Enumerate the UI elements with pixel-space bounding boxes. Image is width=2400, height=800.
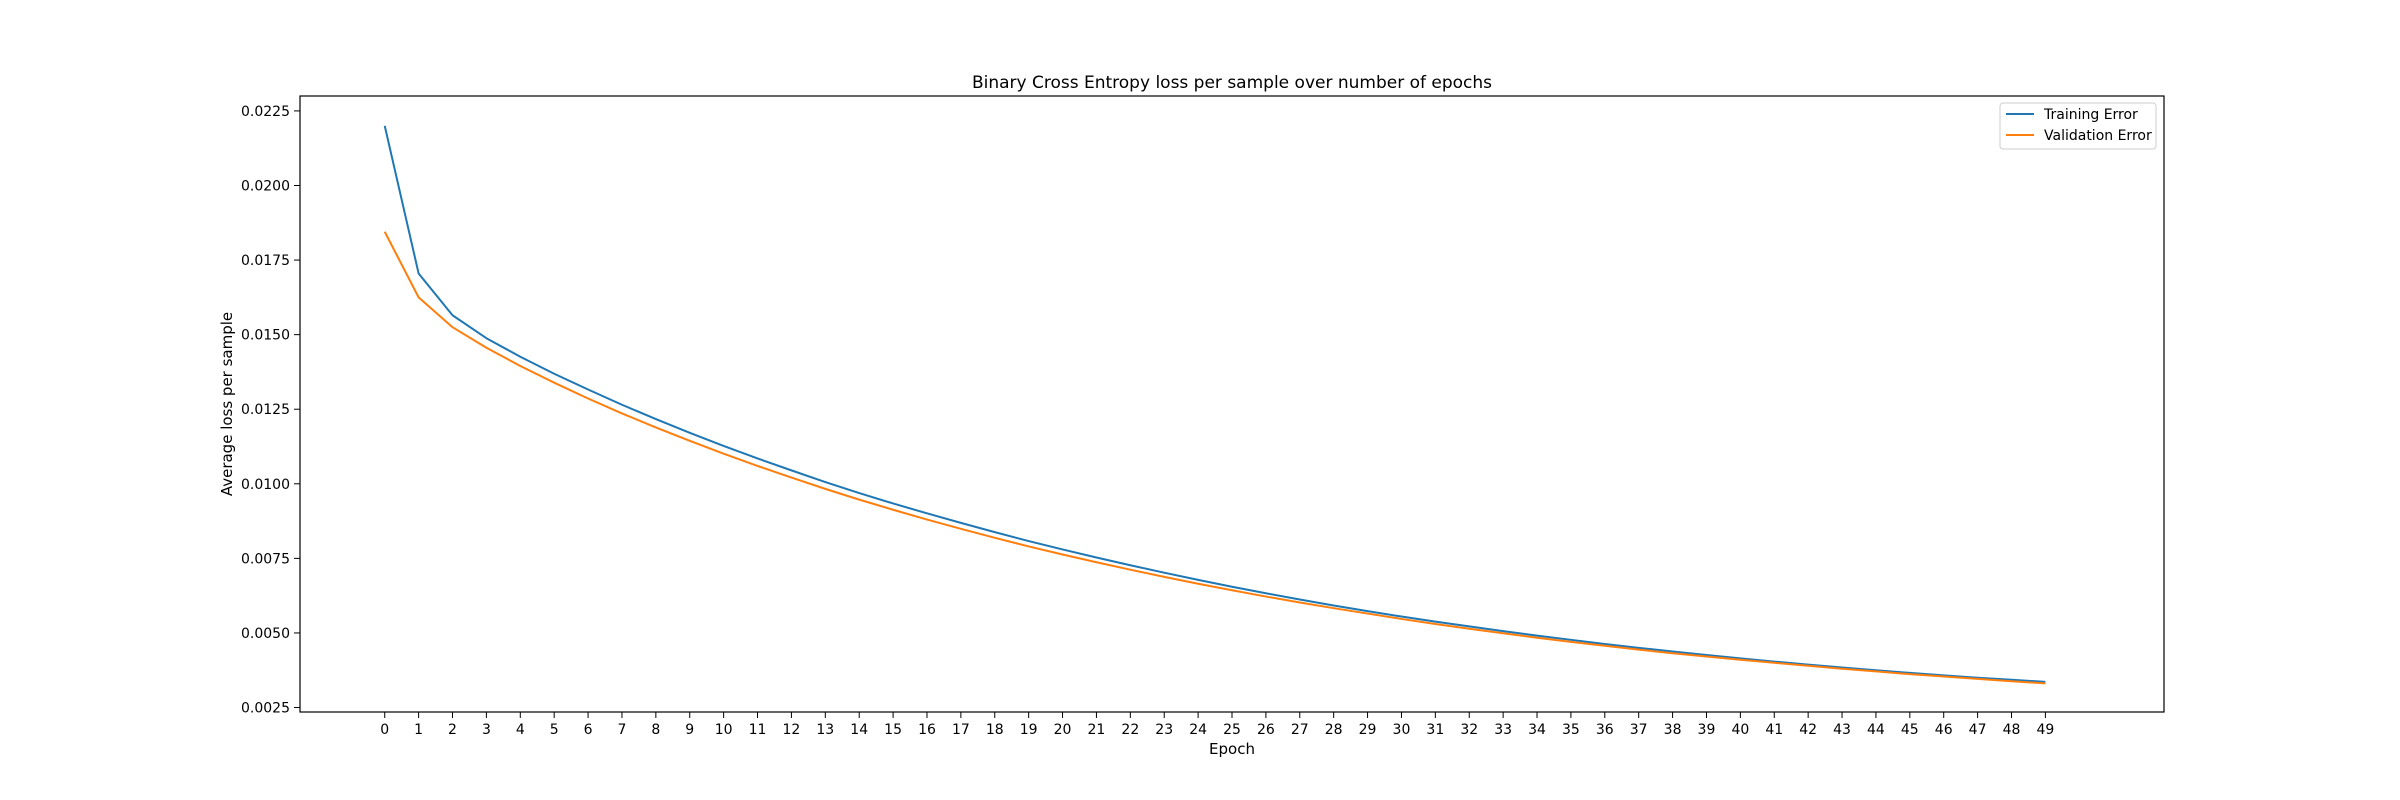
x-tick-label: 49	[2036, 722, 2054, 738]
x-tick-label: 14	[850, 722, 868, 738]
x-tick-label: 36	[1596, 722, 1614, 738]
x-tick-label: 24	[1189, 722, 1207, 738]
x-tick-label: 28	[1325, 722, 1343, 738]
x-tick-label: 7	[618, 722, 627, 738]
x-tick-label: 3	[482, 722, 491, 738]
chart-title: Binary Cross Entropy loss per sample ove…	[972, 73, 1492, 93]
x-tick-label: 11	[749, 722, 767, 738]
y-axis-ticks: 0.0025 0.0050 0.0075 0.0100 0.0125 0.0150 0.01…	[241, 104, 300, 717]
x-tick-label: 5	[550, 722, 559, 738]
x-tick-label: 22	[1121, 722, 1139, 738]
x-tick-label: 16	[918, 722, 936, 738]
y-tick-label: 0.0175	[241, 253, 290, 269]
x-tick-label: 10	[715, 722, 733, 738]
series-lines	[383, 125, 2046, 685]
x-tick-label: 1	[414, 722, 423, 738]
legend-label-validation-error: Validation Error	[2044, 128, 2152, 144]
x-tick-label: 32	[1460, 722, 1478, 738]
x-tick-label: 2	[448, 722, 457, 738]
y-tick-label: 0.0050	[241, 626, 290, 642]
x-tick-label: 47	[1969, 722, 1987, 738]
y-tick-label: 0.0225	[241, 104, 290, 120]
x-tick-label: 20	[1054, 722, 1072, 738]
x-tick-label: 44	[1867, 722, 1885, 738]
x-tick-label: 34	[1528, 722, 1546, 738]
x-tick-label: 12	[783, 722, 801, 738]
x-tick-label: 23	[1155, 722, 1173, 738]
x-tick-label: 33	[1494, 722, 1512, 738]
x-tick-label: 6	[584, 722, 593, 738]
x-tick-label: 19	[1020, 722, 1038, 738]
x-tick-label: 15	[884, 722, 902, 738]
y-tick-label: 0.0200	[241, 178, 290, 194]
x-tick-label: 4	[516, 722, 525, 738]
x-tick-label: 9	[685, 722, 694, 738]
y-tick-label: 0.0025	[241, 701, 290, 717]
x-tick-label: 38	[1664, 722, 1682, 738]
y-tick-label: 0.0075	[241, 551, 290, 567]
x-tick-label: 31	[1426, 722, 1444, 738]
x-tick-label: 13	[816, 722, 834, 738]
x-tick-label: 29	[1359, 722, 1377, 738]
x-tick-label: 43	[1833, 722, 1851, 738]
x-tick-label: 21	[1088, 722, 1106, 738]
x-tick-label: 41	[1765, 722, 1783, 738]
plot-area-frame	[299, 95, 2165, 713]
x-tick-label: 37	[1630, 722, 1648, 738]
x-axis-label: Epoch	[1209, 740, 1255, 758]
legend: Training Error Validation Error	[1999, 102, 2157, 150]
x-axis-ticks: 0 1 2 3 4 5 6 7 8 9 10 11 12 13 14 15 16 17 18 19 20 21 22 23 24…	[380, 712, 2054, 738]
x-tick-label: 18	[986, 722, 1004, 738]
x-tick-label: 45	[1901, 722, 1919, 738]
legend-box	[1999, 102, 2157, 150]
series-line-training-error	[383, 125, 2046, 683]
y-tick-label: 0.0125	[241, 402, 290, 418]
x-tick-label: 30	[1393, 722, 1411, 738]
x-tick-label: 25	[1223, 722, 1241, 738]
x-tick-label: 42	[1799, 722, 1817, 738]
x-tick-label: 8	[651, 722, 660, 738]
x-tick-label: 40	[1731, 722, 1749, 738]
x-tick-label: 46	[1935, 722, 1953, 738]
x-tick-label: 0	[380, 722, 389, 738]
y-tick-label: 0.0100	[241, 477, 290, 493]
x-tick-label: 27	[1291, 722, 1309, 738]
y-axis-label: Average loss per sample	[218, 312, 236, 496]
legend-label-training-error: Training Error	[2043, 107, 2138, 123]
x-tick-label: 35	[1562, 722, 1580, 738]
x-tick-label: 39	[1698, 722, 1716, 738]
series-line-validation-error	[383, 231, 2046, 685]
y-tick-label: 0.0150	[241, 328, 290, 344]
x-tick-label: 26	[1257, 722, 1275, 738]
x-tick-label: 48	[2003, 722, 2021, 738]
x-tick-label: 17	[952, 722, 970, 738]
